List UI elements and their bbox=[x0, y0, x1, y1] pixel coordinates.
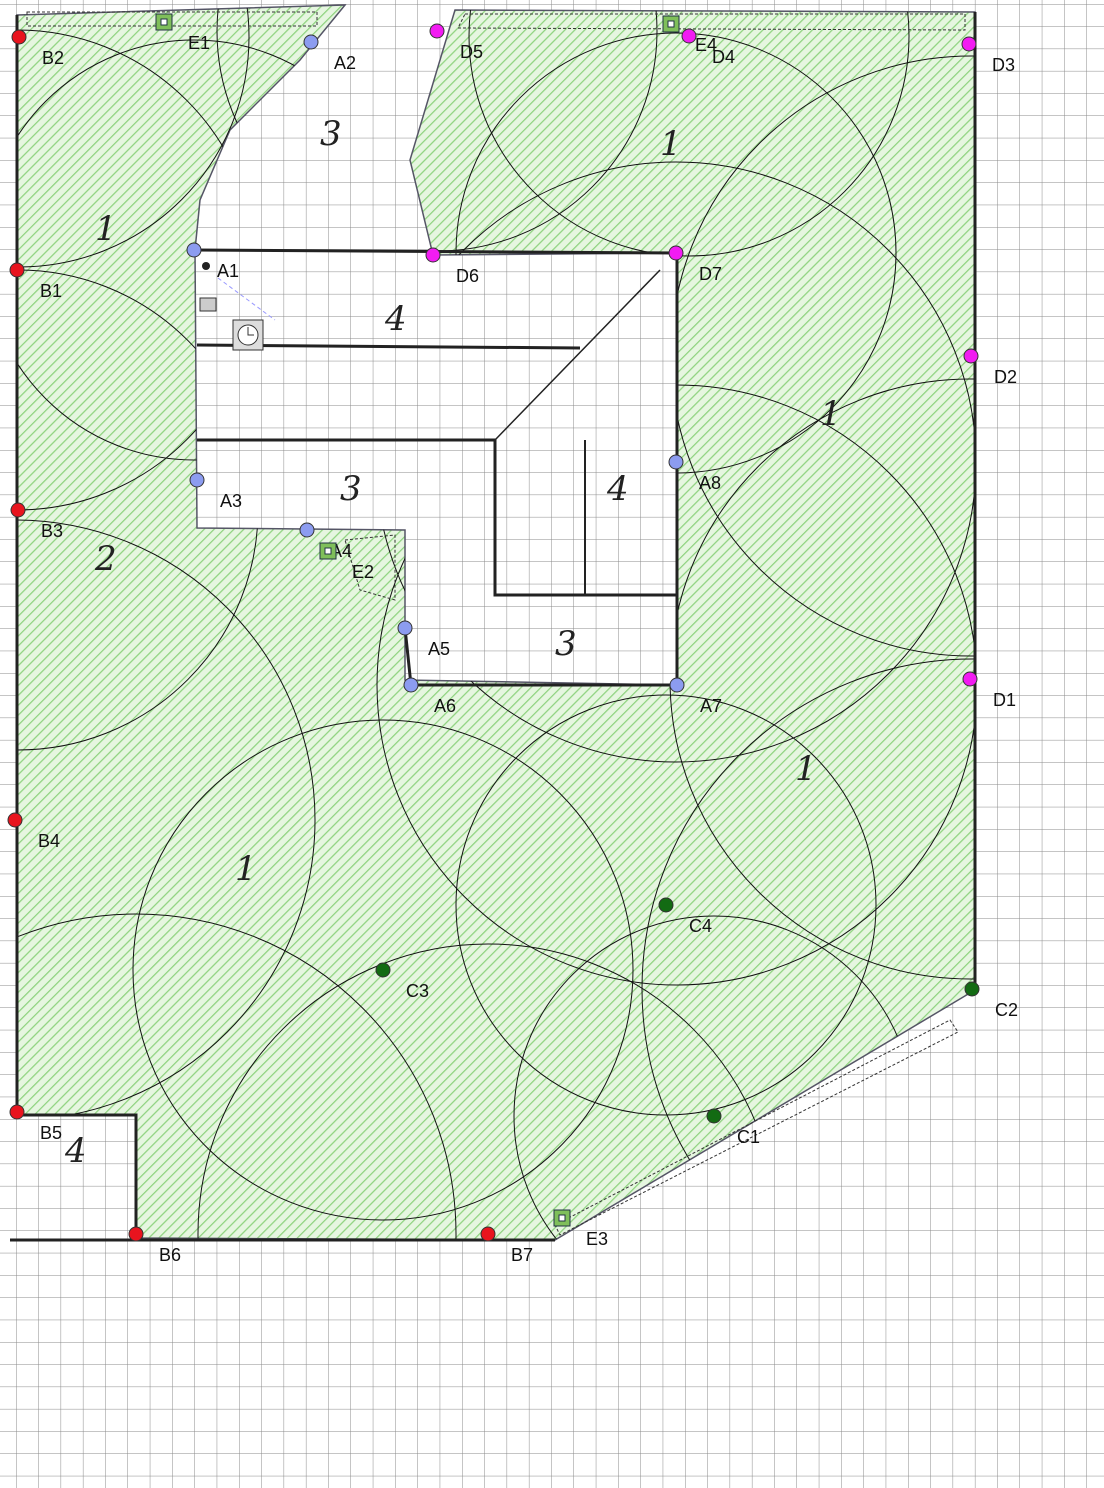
zone-mark: 1 bbox=[660, 124, 682, 164]
sprinkler-label: D6 bbox=[456, 266, 479, 286]
sprinkler-head bbox=[670, 678, 684, 692]
valve-core bbox=[325, 548, 331, 554]
sprinkler-head bbox=[426, 248, 440, 262]
sprinkler-label: B6 bbox=[159, 1245, 181, 1265]
zone-mark: 4 bbox=[606, 469, 629, 509]
sprinkler-head bbox=[707, 1109, 721, 1123]
sprinkler-label: D2 bbox=[994, 367, 1017, 387]
sprinkler-head bbox=[430, 24, 444, 38]
sprinkler-label: D3 bbox=[992, 55, 1015, 75]
sprinkler-label: A8 bbox=[699, 473, 721, 493]
sprinkler-head bbox=[659, 898, 673, 912]
sprinkler-label: D1 bbox=[993, 690, 1016, 710]
sprinkler-head bbox=[11, 503, 25, 517]
sprinkler-head bbox=[10, 263, 24, 277]
valve-core bbox=[161, 19, 167, 25]
sprinkler-head bbox=[398, 621, 412, 635]
sprinkler-head bbox=[962, 37, 976, 51]
zone-mark: 3 bbox=[320, 114, 342, 154]
valve-label: E4 bbox=[695, 35, 717, 55]
sprinkler-label: B5 bbox=[40, 1123, 62, 1143]
sprinkler-head bbox=[190, 473, 204, 487]
sprinkler-head bbox=[376, 963, 390, 977]
sprinkler-label: D7 bbox=[699, 264, 722, 284]
zone-mark: 3 bbox=[340, 469, 362, 509]
zone-mark: 1 bbox=[235, 849, 257, 889]
sprinkler-label: A3 bbox=[220, 491, 242, 511]
irrigation-plan: 343431211114 A1A2A3A4A5A6A7A8B1B2B3B4B5B… bbox=[0, 0, 1104, 1488]
sprinkler-label: C3 bbox=[406, 981, 429, 1001]
sprinkler-label: A5 bbox=[428, 639, 450, 659]
sprinkler-head bbox=[12, 30, 26, 44]
zone-mark: 2 bbox=[94, 539, 117, 579]
sprinkler-label: B4 bbox=[38, 831, 60, 851]
valve-label: E3 bbox=[586, 1229, 608, 1249]
sprinkler-label: B1 bbox=[40, 281, 62, 301]
sprinkler-label: B3 bbox=[41, 521, 63, 541]
valve-core bbox=[559, 1215, 565, 1221]
sprinkler-head bbox=[669, 246, 683, 260]
sprinkler-label: A6 bbox=[434, 696, 456, 716]
sprinkler-label: A7 bbox=[700, 696, 722, 716]
sprinkler-label: D5 bbox=[460, 42, 483, 62]
sprinkler-head bbox=[304, 35, 318, 49]
valve-label: E1 bbox=[188, 33, 210, 53]
sprinkler-label: B7 bbox=[511, 1245, 533, 1265]
sprinkler-head bbox=[300, 523, 314, 537]
sprinkler-head bbox=[187, 243, 201, 257]
zone-mark: 4 bbox=[64, 1131, 87, 1171]
sprinkler-label: B2 bbox=[42, 48, 64, 68]
sprinkler-head bbox=[669, 455, 683, 469]
sprinkler-head bbox=[8, 813, 22, 827]
zone-mark: 1 bbox=[820, 394, 842, 434]
sprinkler-label: C1 bbox=[737, 1127, 760, 1147]
valve-core bbox=[668, 21, 674, 27]
sprinkler-head bbox=[682, 29, 696, 43]
sprinkler-head bbox=[481, 1227, 495, 1241]
sprinkler-head bbox=[963, 672, 977, 686]
valve-label: E2 bbox=[352, 562, 374, 582]
sprinkler-label: C4 bbox=[689, 916, 712, 936]
zone-mark: 1 bbox=[95, 209, 117, 249]
sprinkler-head bbox=[10, 1105, 24, 1119]
sprinkler-label: A1 bbox=[217, 261, 239, 281]
zone-mark: 1 bbox=[795, 749, 817, 789]
zone-mark: 3 bbox=[555, 624, 577, 664]
sprinkler-head bbox=[965, 982, 979, 996]
sprinkler-label: A2 bbox=[334, 53, 356, 73]
zone-mark: 4 bbox=[384, 299, 407, 339]
sprinkler-label: C2 bbox=[995, 1000, 1018, 1020]
sprinkler-head bbox=[964, 349, 978, 363]
sprinkler-head bbox=[404, 678, 418, 692]
sprinkler-head bbox=[129, 1227, 143, 1241]
